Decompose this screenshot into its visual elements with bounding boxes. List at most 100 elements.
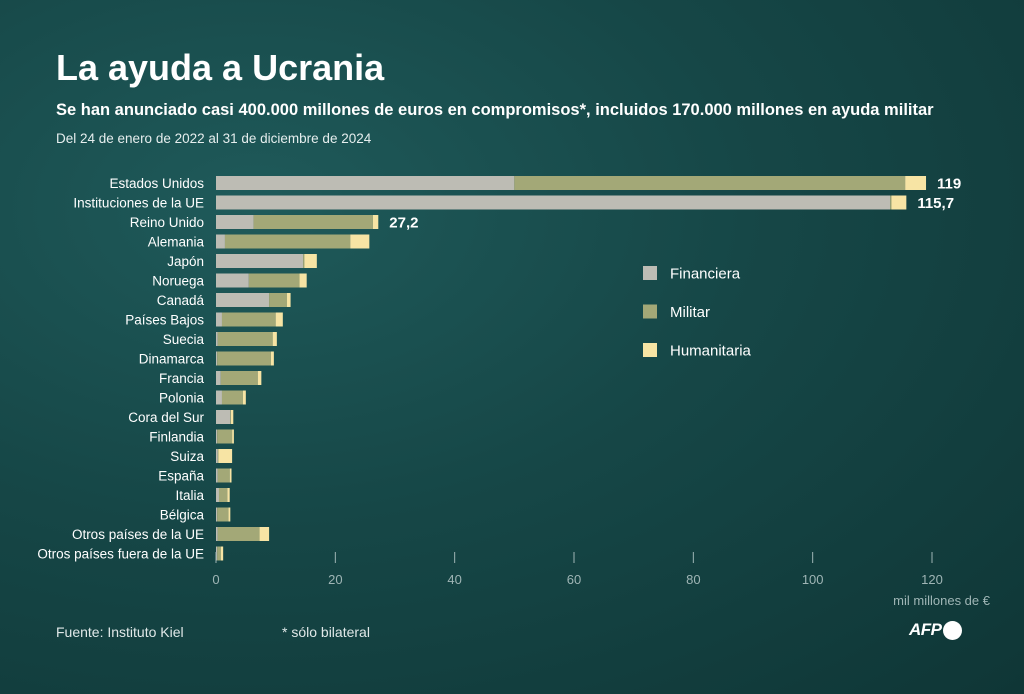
legend-swatch-militar bbox=[643, 304, 657, 319]
category-label: España bbox=[158, 469, 204, 484]
bar-financiera-18 bbox=[216, 527, 218, 541]
category-label: Italia bbox=[175, 488, 204, 503]
bar-humanitaria-0 bbox=[905, 176, 927, 190]
bar-militar-19 bbox=[217, 546, 221, 561]
bar-financiera-8 bbox=[216, 332, 218, 346]
logo-dot-icon bbox=[942, 620, 962, 640]
bar-humanitaria-12 bbox=[230, 410, 234, 424]
bar-humanitaria-16 bbox=[227, 488, 230, 502]
bars-group bbox=[216, 176, 927, 561]
total-label: 119 bbox=[937, 176, 961, 193]
category-label: Alemania bbox=[148, 235, 205, 250]
bar-financiera-6 bbox=[216, 293, 270, 307]
bar-humanitaria-6 bbox=[287, 293, 291, 307]
bar-militar-10 bbox=[220, 371, 258, 385]
total-label: 27,2 bbox=[389, 215, 418, 232]
bar-humanitaria-1 bbox=[891, 195, 907, 210]
bar-humanitaria-13 bbox=[232, 429, 234, 444]
bar-militar-14 bbox=[217, 449, 219, 463]
category-labels: Estados Unidos Instituciones de la UE Rein… bbox=[37, 176, 204, 562]
bar-humanitaria-7 bbox=[275, 312, 283, 327]
category-label: Suiza bbox=[170, 449, 204, 464]
bar-financiera-9 bbox=[216, 351, 218, 366]
legend-label: Humanitaria bbox=[670, 343, 752, 360]
bar-financiera-11 bbox=[216, 390, 222, 405]
category-label: Francia bbox=[159, 371, 205, 386]
total-labels: 119 115,7 27,2 bbox=[389, 176, 961, 232]
bar-militar-3 bbox=[224, 234, 351, 249]
bar-militar-12 bbox=[230, 410, 231, 424]
category-label: Noruega bbox=[152, 274, 204, 289]
bar-militar-11 bbox=[221, 390, 243, 405]
bar-financiera-17 bbox=[216, 507, 218, 522]
category-label: Estados Unidos bbox=[109, 176, 204, 191]
legend-label: Militar bbox=[670, 304, 710, 321]
chart-period: Del 24 de enero de 2022 al 31 de diciemb… bbox=[56, 131, 372, 146]
bar-financiera-19 bbox=[216, 546, 218, 561]
bar-financiera-2 bbox=[216, 215, 254, 229]
legend-swatch-financiera bbox=[643, 266, 657, 280]
bar-militar-8 bbox=[217, 332, 273, 346]
chart-title: La ayuda a Ucrania bbox=[56, 47, 385, 88]
bar-financiera-0 bbox=[216, 176, 515, 190]
total-label: 115,7 bbox=[917, 195, 954, 212]
bar-humanitaria-11 bbox=[242, 390, 246, 405]
bar-humanitaria-3 bbox=[350, 234, 370, 249]
bar-humanitaria-2 bbox=[372, 215, 379, 229]
x-tick-label: 40 bbox=[447, 572, 461, 587]
bar-militar-16 bbox=[218, 488, 228, 502]
x-tick-label: 120 bbox=[921, 572, 943, 587]
bar-militar-13 bbox=[217, 429, 233, 444]
bar-militar-1 bbox=[890, 195, 892, 210]
x-tick-label: 20 bbox=[328, 572, 342, 587]
bar-financiera-15 bbox=[216, 468, 218, 483]
afp-logo: AFP bbox=[909, 620, 962, 640]
bar-humanitaria-5 bbox=[299, 273, 307, 288]
bar-financiera-16 bbox=[216, 488, 219, 502]
category-label: Canadá bbox=[157, 293, 205, 308]
bar-financiera-4 bbox=[216, 254, 304, 268]
logo-text: AFP bbox=[909, 620, 942, 639]
bar-humanitaria-19 bbox=[220, 546, 224, 561]
category-label: Dinamarca bbox=[139, 352, 205, 367]
category-label: Bélgica bbox=[160, 508, 205, 523]
source-note: Fuente: Instituto Kiel bbox=[56, 624, 184, 640]
category-label: Países Bajos bbox=[125, 313, 204, 328]
bar-financiera-5 bbox=[216, 273, 249, 288]
bar-militar-2 bbox=[253, 215, 373, 229]
bar-humanitaria-4 bbox=[304, 254, 317, 268]
bar-militar-4 bbox=[303, 254, 305, 268]
bar-financiera-12 bbox=[216, 410, 231, 424]
chart-subtitle: Se han anunciado casi 400.000 millones d… bbox=[56, 101, 934, 119]
x-tick-label: 80 bbox=[686, 572, 700, 587]
category-label: Polonia bbox=[159, 391, 205, 406]
bar-humanitaria-10 bbox=[257, 371, 262, 385]
bar-militar-7 bbox=[221, 312, 276, 327]
category-label: Reino Unido bbox=[130, 215, 204, 230]
legend: Financiera Militar Humanitaria bbox=[643, 266, 752, 360]
category-label: Instituciones de la UE bbox=[73, 196, 204, 211]
bar-militar-17 bbox=[217, 507, 229, 522]
x-tick-label: 60 bbox=[567, 572, 581, 587]
legend-label: Financiera bbox=[670, 266, 741, 283]
category-label: Finlandia bbox=[149, 430, 204, 445]
bar-humanitaria-18 bbox=[259, 527, 270, 541]
bar-militar-15 bbox=[217, 468, 230, 483]
bar-militar-18 bbox=[217, 527, 260, 541]
footnote: * sólo bilateral bbox=[282, 624, 370, 640]
x-tick-label: 100 bbox=[802, 572, 824, 587]
bar-financiera-3 bbox=[216, 234, 225, 249]
category-label: Japón bbox=[167, 254, 204, 269]
category-label: Cora del Sur bbox=[128, 410, 204, 425]
bar-financiera-1 bbox=[216, 195, 891, 210]
category-label: Otros países de la UE bbox=[72, 527, 204, 542]
x-tick-label: 0 bbox=[212, 572, 219, 587]
bar-financiera-14 bbox=[216, 449, 218, 463]
x-axis-unit-label: mil millones de € bbox=[893, 593, 991, 608]
bar-militar-0 bbox=[514, 176, 906, 190]
bar-financiera-7 bbox=[216, 312, 222, 327]
bar-humanitaria-9 bbox=[270, 351, 274, 366]
bar-militar-5 bbox=[248, 273, 300, 288]
bar-humanitaria-17 bbox=[228, 507, 231, 522]
